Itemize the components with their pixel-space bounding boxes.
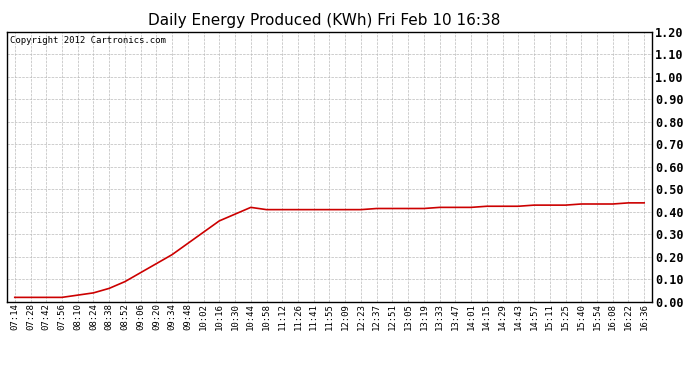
Text: Daily Energy Produced (KWh) Fri Feb 10 16:38: Daily Energy Produced (KWh) Fri Feb 10 1… <box>148 13 500 28</box>
Text: Copyright 2012 Cartronics.com: Copyright 2012 Cartronics.com <box>10 36 166 45</box>
